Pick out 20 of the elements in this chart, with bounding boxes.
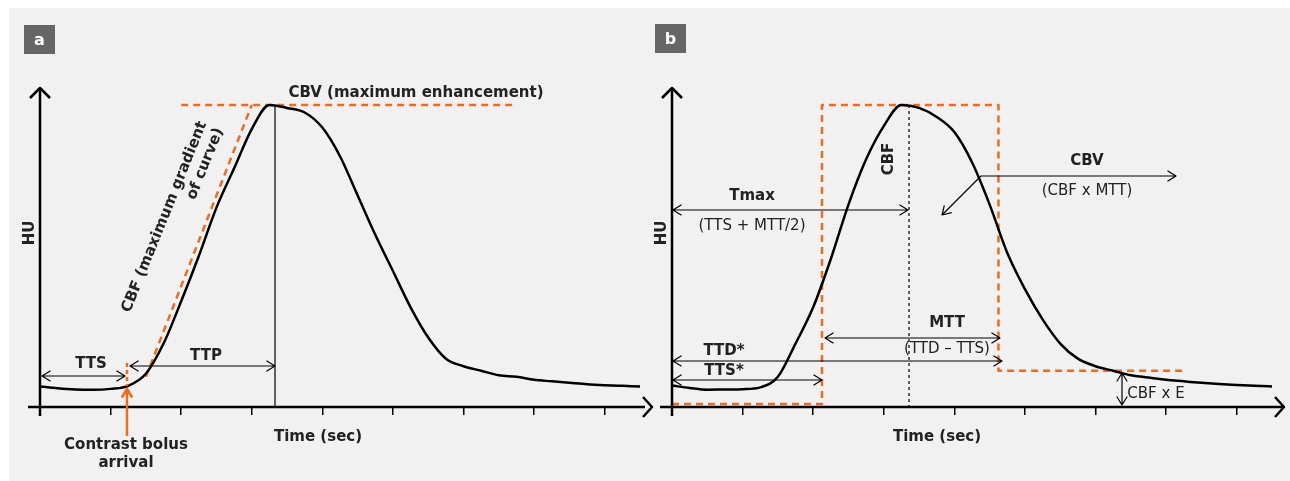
annotation: (TTS + MTT/2): [698, 216, 806, 234]
annotation: MTT: [929, 313, 965, 331]
chart-title: a: [24, 25, 55, 54]
text: Contrast bolus arrival: [63, 435, 189, 471]
annotation: TTP: [190, 346, 222, 364]
x-axis-title: Time (sec): [892, 426, 982, 445]
annotation: TTS*: [704, 361, 744, 379]
chart-title: b: [655, 24, 686, 53]
annotation: TTS: [75, 354, 107, 372]
annotation: (CBF x MTT): [1041, 181, 1133, 199]
annotation: CBF x E: [1127, 384, 1185, 402]
annotation: TTD*: [703, 341, 745, 359]
annotation: (TTD – TTS): [904, 339, 990, 357]
annotation: CBF: [879, 142, 897, 176]
y-axis-title: HU: [651, 220, 670, 246]
y-axis-title: HU: [19, 220, 38, 246]
text: CBV (maximum enhancement): [288, 83, 544, 101]
x-axis-title: Time (sec): [273, 426, 363, 445]
annotation: Tmax: [729, 186, 775, 204]
annotation: CBV: [1070, 151, 1104, 169]
